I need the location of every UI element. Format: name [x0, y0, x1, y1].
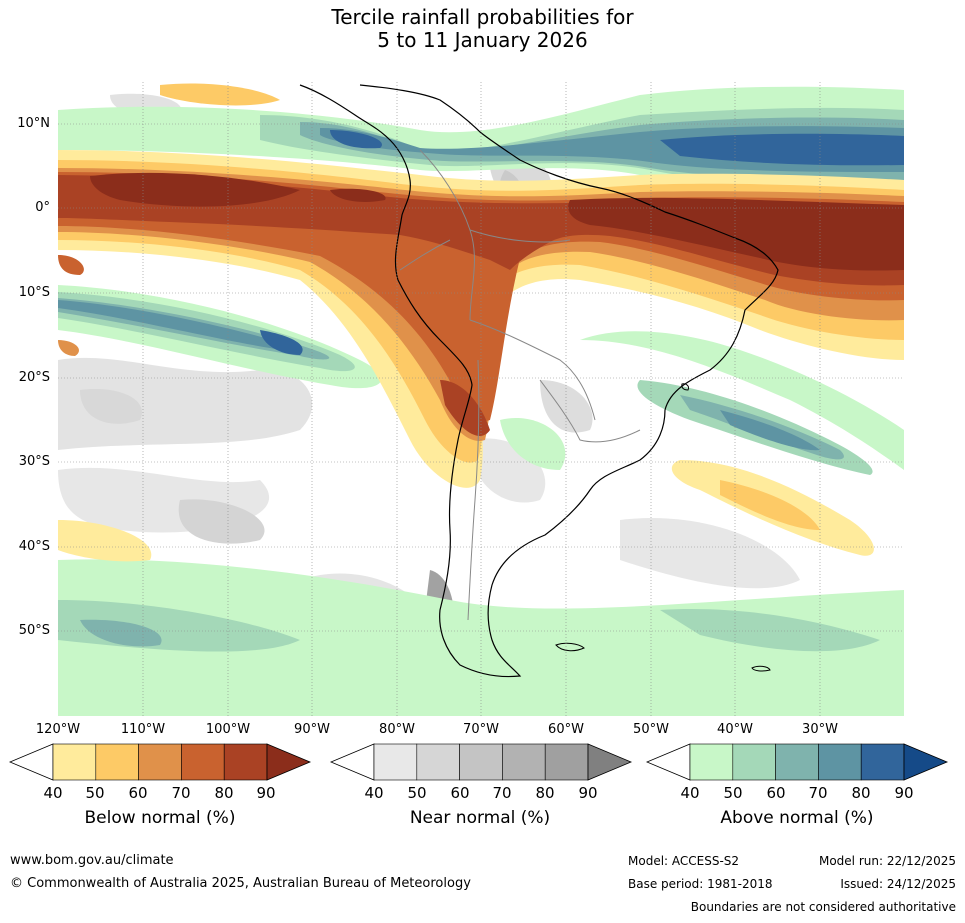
above-tick-70: 70: [808, 784, 828, 802]
lon-label-80w: 80°W: [379, 722, 415, 737]
lat-label-50s: 50°S: [18, 623, 50, 638]
near-colorbar-segment: [416, 743, 460, 781]
below-tick-60: 60: [128, 784, 148, 802]
footer-url: www.bom.gov.au/climate: [10, 853, 174, 868]
near-colorbar-low-arrow: [329, 743, 375, 781]
above-normal-label: Above normal (%): [720, 808, 874, 828]
below-colorbar-segment: [223, 743, 268, 781]
near-tick-60: 60: [450, 784, 470, 802]
lat-label-0: 0°: [35, 200, 50, 215]
near-tick-80: 80: [535, 784, 555, 802]
near-colorbar-high-arrow: [587, 743, 633, 781]
below-colorbar-segment: [138, 743, 182, 781]
near-colorbar-segment: [544, 743, 589, 781]
above-colorbar-segment: [818, 743, 862, 781]
lon-label-30w: 30°W: [802, 722, 838, 737]
near-tick-90: 90: [578, 784, 598, 802]
below-tick-50: 50: [85, 784, 105, 802]
near-normal-label: Near normal (%): [409, 808, 551, 828]
above-normal-field: [58, 86, 904, 716]
below-tick-40: 40: [43, 784, 63, 802]
below-colorbar-segment: [181, 743, 225, 781]
country-borders: [399, 149, 641, 621]
footer-issued: Issued: 24/12/2025: [840, 877, 956, 891]
near-tick-40: 40: [364, 784, 384, 802]
below-tick-90: 90: [256, 784, 276, 802]
above-tick-80: 80: [851, 784, 871, 802]
above-colorbar-segment: [860, 743, 905, 781]
above-tick-50: 50: [723, 784, 743, 802]
lat-label-20s: 20°S: [18, 370, 50, 385]
near-colorbar-segment: [502, 743, 546, 781]
near-colorbar-segment: [459, 743, 503, 781]
below-tick-80: 80: [214, 784, 234, 802]
footer-model-run: Model run: 22/12/2025: [818, 854, 956, 868]
islands: [555, 383, 771, 672]
title-line-1: Tercile rainfall probabilities for: [331, 5, 634, 29]
lon-label-100w: 100°W: [205, 722, 251, 737]
above-colorbar-segment: [732, 743, 776, 781]
near-colorbar-segment: [373, 743, 418, 781]
below-colorbar-segment: [95, 743, 139, 781]
above-colorbar-low-arrow: [645, 743, 691, 781]
lon-label-90w: 90°W: [294, 722, 330, 737]
above-tick-40: 40: [680, 784, 700, 802]
gridlines: [58, 82, 904, 716]
above-tick-90: 90: [894, 784, 914, 802]
colorbar-near-normal: [329, 743, 633, 781]
lat-label-10n: 10°N: [17, 116, 50, 131]
footer-model: Model: ACCESS-S2: [628, 854, 740, 868]
footer-base-period: Base period: 1981-2018: [628, 877, 773, 891]
title-line-2: 5 to 11 January 2026: [377, 28, 588, 52]
below-normal-label: Below normal (%): [84, 808, 236, 828]
lon-label-110w: 110°W: [120, 722, 166, 737]
below-colorbar-segment: [52, 743, 97, 781]
coastline: [299, 84, 779, 678]
colorbar-below-normal: [8, 743, 312, 781]
above-tick-60: 60: [766, 784, 786, 802]
near-tick-70: 70: [492, 784, 512, 802]
lat-label-10s: 10°S: [18, 285, 50, 300]
near-tick-50: 50: [407, 784, 427, 802]
above-colorbar-segment: [775, 743, 819, 781]
above-colorbar-high-arrow: [903, 743, 949, 781]
lon-label-70w: 70°W: [463, 722, 499, 737]
lat-label-30s: 30°S: [18, 454, 50, 469]
colorbar-above-normal: [645, 743, 949, 781]
below-colorbar-low-arrow: [8, 743, 54, 781]
below-tick-70: 70: [171, 784, 191, 802]
lon-label-120w: 120°W: [35, 722, 81, 737]
above-colorbar-segment: [689, 743, 734, 781]
lon-label-60w: 60°W: [548, 722, 584, 737]
below-colorbar-high-arrow: [266, 743, 312, 781]
footer-boundaries: Boundaries are not considered authoritat…: [690, 900, 956, 914]
lon-label-50w: 50°W: [633, 722, 669, 737]
footer-copyright: © Commonwealth of Australia 2025, Austra…: [10, 876, 471, 891]
lat-label-40s: 40°S: [18, 539, 50, 554]
lon-label-40w: 40°W: [717, 722, 753, 737]
